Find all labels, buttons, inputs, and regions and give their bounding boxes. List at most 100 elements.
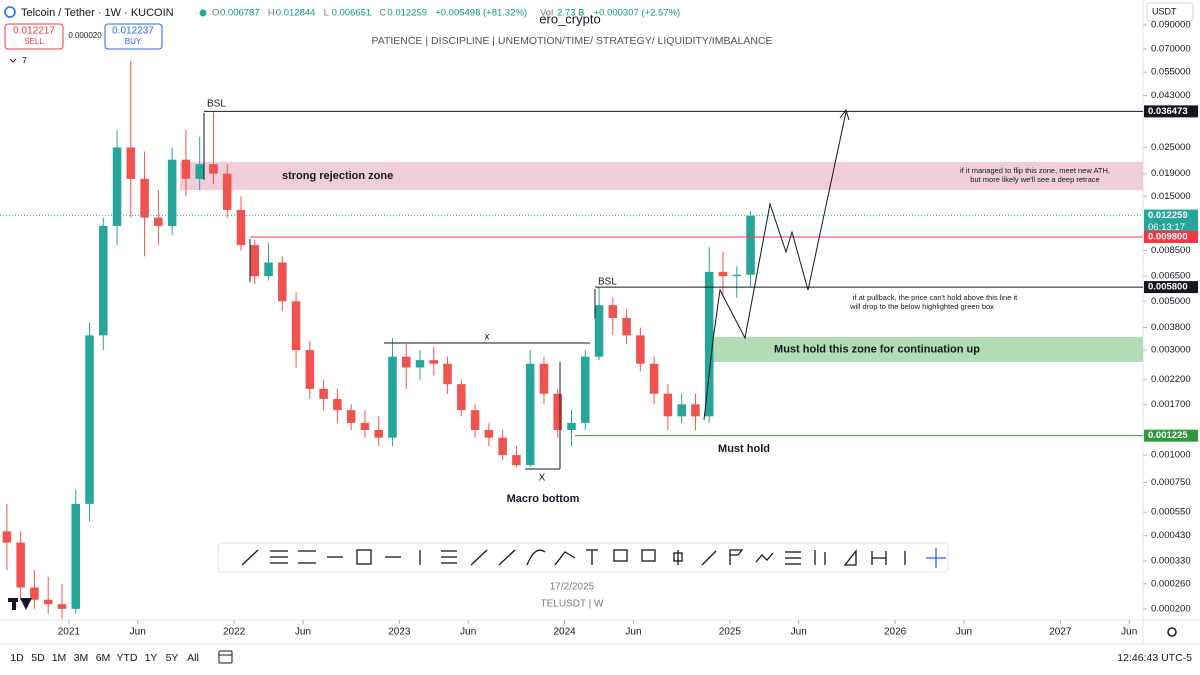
candle-body xyxy=(333,398,342,411)
price-label: 0.012259 xyxy=(1148,210,1188,221)
ohlc-key: O xyxy=(212,8,219,19)
ohlc-key: C xyxy=(379,8,386,19)
annotation: Macro bottom xyxy=(507,493,580,505)
candle-body xyxy=(622,317,631,336)
candle-body xyxy=(278,262,287,302)
candle-body xyxy=(594,305,604,357)
y-tick-label: 0.002200 xyxy=(1151,374,1191,385)
candle-body xyxy=(608,305,618,318)
candle-body xyxy=(43,599,53,605)
ohlc-change: +0.005498 (+81.32%) xyxy=(435,8,527,19)
annotation: Must hold xyxy=(718,443,770,455)
collapse-icon[interactable] xyxy=(9,58,17,63)
range-button[interactable]: All xyxy=(187,652,199,664)
calendar-icon[interactable] xyxy=(218,650,233,664)
candle-body xyxy=(553,393,562,430)
y-tick-label: 0.005000 xyxy=(1151,296,1191,307)
settings-icon[interactable] xyxy=(1167,627,1177,637)
candle-body xyxy=(305,350,315,389)
candle-body xyxy=(388,356,397,438)
candle-body xyxy=(222,173,232,210)
annotation: BSL xyxy=(207,99,226,110)
price-label-box xyxy=(1144,281,1198,294)
currency-button[interactable] xyxy=(1146,2,1194,22)
plot-area xyxy=(0,0,1200,644)
volume-value: 2.73 B xyxy=(557,8,584,19)
range-button[interactable]: 6M xyxy=(96,652,111,664)
candle-body xyxy=(30,587,39,600)
candle-body xyxy=(443,363,452,385)
drawing-toolbar xyxy=(217,542,949,573)
note: but more likely we'll see a deep retrace xyxy=(970,175,1099,184)
ticker-caption: TELUSDT | W xyxy=(541,599,605,610)
y-tick-label: 0.019000 xyxy=(1151,168,1191,179)
y-tick-label: 0.055000 xyxy=(1151,67,1191,78)
ohlc-key: H xyxy=(268,8,275,19)
candle-body xyxy=(484,429,494,438)
ohlc-key: L xyxy=(324,8,329,19)
tool-icons[interactable] xyxy=(241,549,906,566)
annotation: x xyxy=(485,332,490,343)
candle-body xyxy=(732,274,742,277)
range-button[interactable]: 3M xyxy=(74,652,89,664)
ohlc-value: 0.012844 xyxy=(276,8,316,19)
symbol-logo xyxy=(4,6,16,18)
y-tick-label: 0.000750 xyxy=(1151,477,1191,488)
x-tick-label: Jun xyxy=(791,627,807,638)
sell-button[interactable] xyxy=(4,23,64,50)
zone xyxy=(712,337,1143,362)
buy-price: 0.012237 xyxy=(112,26,154,37)
candle-body xyxy=(195,164,204,179)
candle-body xyxy=(718,271,728,277)
range-button[interactable]: 5Y xyxy=(166,652,179,664)
range-button[interactable]: 5D xyxy=(31,652,45,664)
candle-body xyxy=(636,335,645,364)
candle-body xyxy=(57,604,67,609)
indicators-count: 7 xyxy=(22,55,27,65)
candle-body xyxy=(746,215,755,275)
price-label-box xyxy=(1144,230,1198,243)
price-label-box xyxy=(1144,105,1198,118)
candle-body xyxy=(250,245,260,277)
zone-label: Must hold this zone for continuation up xyxy=(774,343,980,355)
toolbar-frame xyxy=(217,542,949,573)
candle-body xyxy=(209,164,218,174)
y-tick-label: 0.000550 xyxy=(1151,507,1191,518)
candle-body xyxy=(704,271,714,417)
x-tick-label: Jun xyxy=(295,627,311,638)
x-tick-label: 2025 xyxy=(719,627,742,638)
range-button[interactable]: YTD xyxy=(117,652,138,664)
candle-body xyxy=(401,356,411,368)
x-tick-label: 2027 xyxy=(1049,627,1072,638)
tv-logo xyxy=(8,598,32,610)
candle-body xyxy=(581,356,590,423)
candle-body xyxy=(181,159,191,179)
candle-body xyxy=(429,360,439,364)
y-tick-label: 0.000430 xyxy=(1151,530,1191,541)
candle-body xyxy=(264,262,273,277)
buy-button[interactable] xyxy=(104,23,163,50)
candle-body xyxy=(2,531,12,543)
candle-body xyxy=(85,335,94,504)
x-tick-label: 2024 xyxy=(553,627,576,638)
x-tick-label: Jun xyxy=(460,627,476,638)
crosshair-tool[interactable] xyxy=(926,548,946,568)
y-tick-label: 0.001700 xyxy=(1151,399,1191,410)
range-button[interactable]: 1D xyxy=(10,652,24,664)
projection-arrow xyxy=(839,108,850,121)
buy-label: BUY xyxy=(125,37,142,46)
range-button[interactable]: 1Y xyxy=(145,652,158,664)
x-tick-label: Jun xyxy=(130,627,146,638)
x-tick-label: Jun xyxy=(1121,627,1137,638)
date-caption: 17/2/2025 xyxy=(550,582,595,593)
price-label: 0.009800 xyxy=(1148,231,1188,242)
symbol[interactable]: Telcoin / Tether · 1W · KUCOIN xyxy=(21,7,174,19)
candle-body xyxy=(539,363,549,394)
candle-body xyxy=(140,178,149,218)
price-label: 0.036473 xyxy=(1148,106,1188,117)
range-button[interactable]: 1M xyxy=(52,652,67,664)
y-axis: 0.090000 0.070000 0.055000 0.043000 0.025000… xyxy=(58,20,1191,638)
candle-body xyxy=(154,217,163,226)
sell-label: SELL xyxy=(24,37,44,46)
projection-path xyxy=(703,111,847,421)
